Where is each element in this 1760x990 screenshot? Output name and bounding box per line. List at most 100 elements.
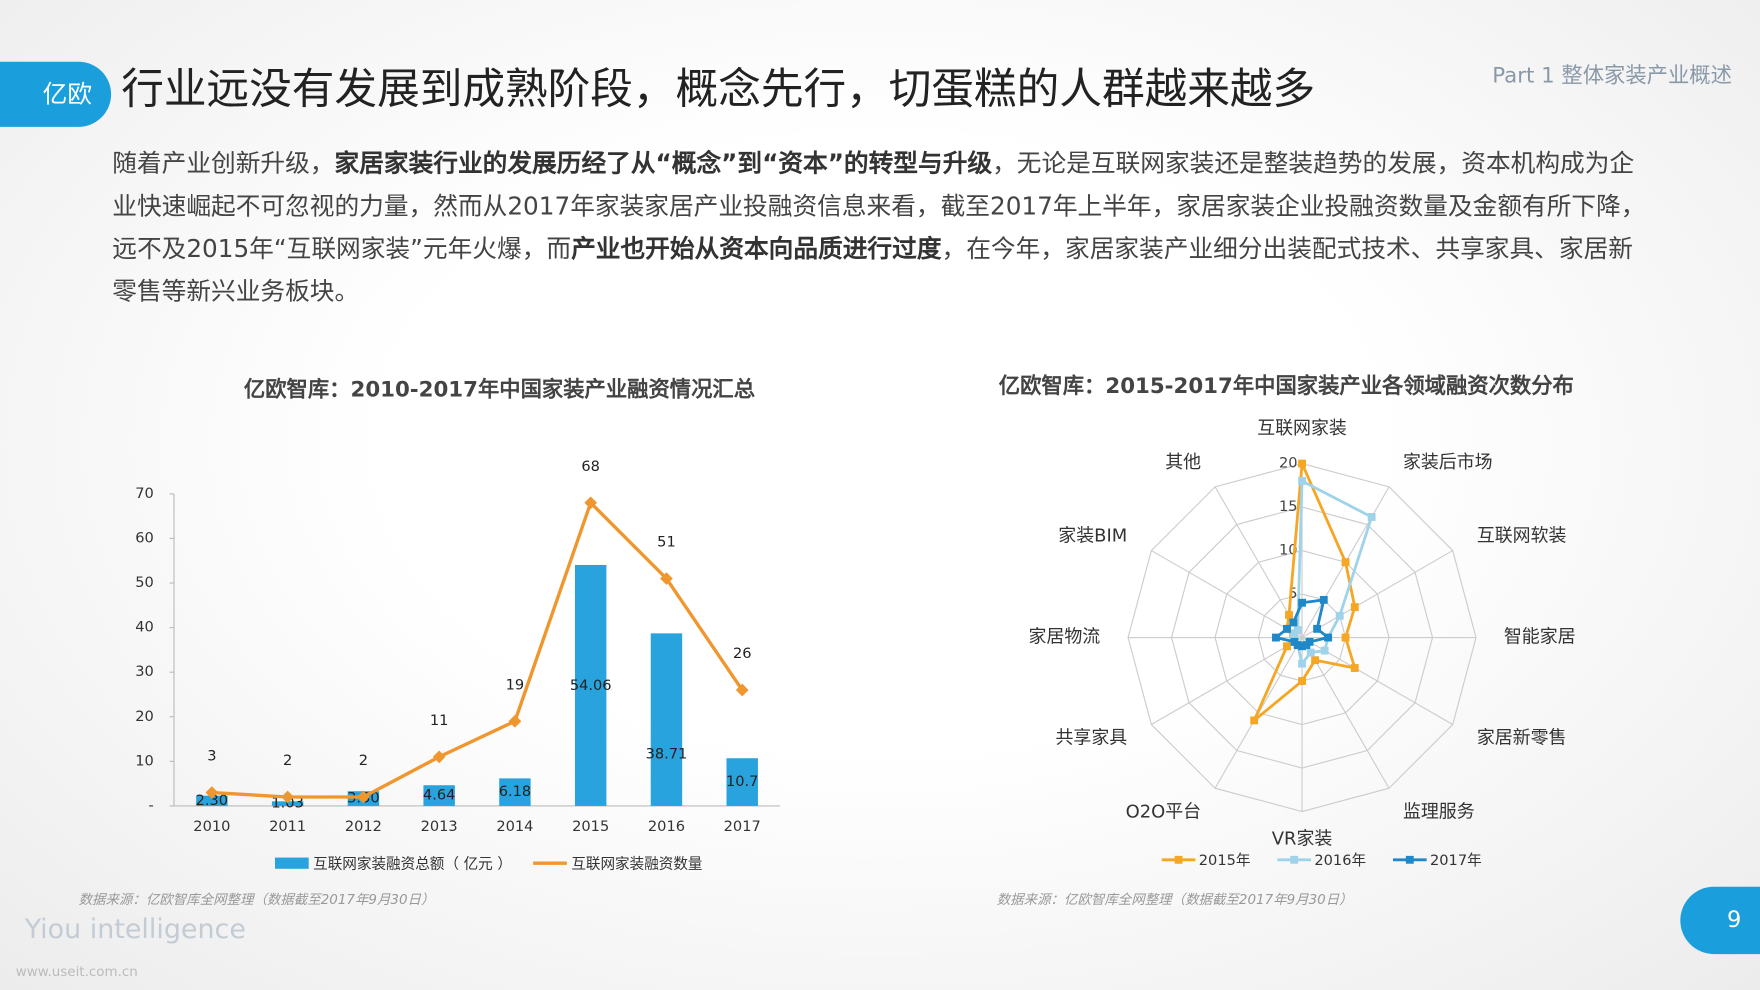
- line-point: [508, 714, 522, 728]
- radar-point: [1285, 611, 1293, 619]
- radar-point: [1341, 633, 1350, 642]
- spoke: [1301, 550, 1453, 639]
- line-point: [281, 790, 294, 804]
- legend-label: 互联网家装融资总额（ 亿元 ）: [313, 855, 512, 872]
- category-label: 家居新零售: [1477, 727, 1567, 748]
- legend-label: 2016年: [1314, 852, 1366, 869]
- spoke: [1151, 637, 1303, 726]
- x-tick-label: 2015: [572, 818, 609, 835]
- radar-point: [1289, 633, 1298, 642]
- legend-swatch: [1290, 855, 1299, 864]
- category-label: 家居物流: [1028, 627, 1100, 648]
- radar-point: [1293, 626, 1302, 634]
- line-point: [357, 790, 370, 804]
- bar: [650, 633, 683, 806]
- x-tick-label: 2016: [648, 818, 685, 835]
- radar-point: [1350, 603, 1359, 612]
- category-label: 监理服务: [1403, 801, 1475, 822]
- category-label: O2O平台: [1126, 801, 1202, 822]
- radar-point: [1367, 513, 1376, 521]
- y-tick-label: 70: [135, 485, 154, 502]
- legend-swatch: [1405, 855, 1414, 864]
- radar-point: [1341, 558, 1350, 567]
- line: [211, 499, 744, 799]
- r-tick-label: 20: [1279, 455, 1298, 472]
- bar: [271, 801, 304, 806]
- part-label: Part 1 整体家装产业概述: [1492, 63, 1732, 88]
- line-point: [660, 572, 673, 585]
- category-label: 互联网软装: [1477, 526, 1567, 547]
- bar: [196, 795, 228, 806]
- line-label: 2: [283, 752, 292, 769]
- line-point: [205, 786, 219, 799]
- watermark: www.useit.com.cn: [16, 965, 138, 980]
- text-run: 随着产业创新升级，: [112, 150, 335, 179]
- radar-point: [1298, 677, 1306, 685]
- legend-label: 2015年: [1199, 852, 1251, 869]
- page-number: 9: [1727, 907, 1741, 933]
- radar-point: [1298, 598, 1306, 607]
- line-label: 3: [207, 748, 216, 765]
- category-label: 其他: [1165, 452, 1201, 473]
- line-label: 68: [581, 458, 600, 475]
- radar-point: [1298, 642, 1306, 651]
- radar-point: [1298, 459, 1306, 468]
- bold-text: 家居家装行业的发展历经了从“概念”到“资本”的转型与升级: [334, 150, 993, 179]
- radar-point: [1324, 633, 1333, 642]
- line-point: [584, 496, 598, 510]
- radar-point: [1350, 664, 1359, 672]
- y-tick-label: 20: [135, 708, 154, 725]
- line-label: 26: [733, 645, 752, 662]
- bar-label: 4.64: [423, 787, 455, 804]
- body-text: 随着产业创新升级，家居家装行业的发展历经了从“概念”到“资本”的转型与升级，无论…: [112, 144, 1650, 315]
- radar-point: [1298, 659, 1306, 668]
- radar-point: [1283, 642, 1291, 651]
- legend-label: 互联网家装融资数量: [571, 855, 702, 872]
- radar-point: [1311, 656, 1320, 665]
- source: 数据来源：亿欧智库全网整理（数据截至2017年9月30日）: [997, 892, 1353, 908]
- logo: 亿欧: [43, 79, 92, 108]
- x-tick-label: 2011: [269, 818, 306, 835]
- line-label: 19: [506, 676, 525, 693]
- chart-title: 亿欧智库：2010-2017年中国家装产业融资情况汇总: [244, 377, 755, 403]
- bar-label: 2.30: [196, 792, 228, 809]
- line-label: 11: [430, 712, 449, 729]
- category-label: 家装BIM: [1058, 526, 1127, 547]
- radar-point: [1320, 646, 1329, 655]
- y-tick-label: 10: [135, 752, 154, 769]
- radar-point: [1335, 611, 1344, 620]
- radar-point: [1283, 624, 1291, 633]
- y-tick-label: -: [149, 797, 154, 814]
- radar-point: [1289, 618, 1298, 627]
- text-run: ，无论是互联网家装还是整装趋势的发展，资本机构成为企业快速崛起不可忽视的力量，然…: [112, 150, 1646, 264]
- x-tick-label: 2014: [496, 818, 533, 835]
- x-tick-label: 2010: [193, 818, 230, 835]
- radar-point: [1290, 637, 1299, 646]
- bar-label: 10.7: [726, 773, 758, 790]
- r-tick-label: 5: [1288, 585, 1297, 602]
- title: 行业远没有发展到成熟阶段，概念先行，切蛋糕的人群越来越多: [121, 65, 1315, 115]
- logo-badge: [0, 61, 112, 127]
- bar: [574, 564, 607, 806]
- legend-label: 2017年: [1430, 852, 1482, 869]
- category-label: VR家装: [1272, 828, 1333, 849]
- radar-point: [1313, 624, 1322, 633]
- category-label: 互联网家装: [1257, 418, 1347, 439]
- line-label: 2: [359, 752, 368, 769]
- bar-label: 6.18: [499, 783, 531, 800]
- brand: Yiou intelligence: [24, 914, 246, 945]
- bar: [726, 758, 758, 806]
- bar-label: 38.71: [646, 746, 688, 763]
- y-tick-label: 50: [135, 574, 154, 591]
- y-tick-label: 60: [135, 529, 154, 546]
- r-tick-label: 15: [1279, 498, 1298, 515]
- text-run: ，在今年，家居家装产业细分出装配式技术、共享家具、家居新零售等新兴业务板块。: [112, 235, 1633, 307]
- bar: [499, 778, 531, 806]
- radar-point: [1250, 716, 1259, 725]
- bar-label: 54.06: [570, 677, 612, 694]
- bold-text: 产业也开始从资本向品质进行过度: [571, 235, 942, 264]
- spoke: [1151, 550, 1303, 639]
- y-tick-label: 30: [135, 663, 154, 680]
